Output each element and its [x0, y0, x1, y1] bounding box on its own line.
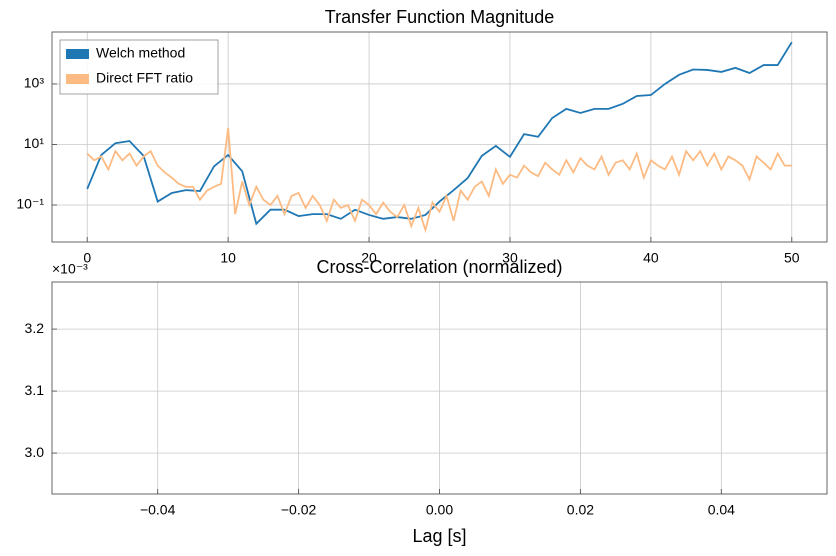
legend-label: Direct FFT ratio [96, 70, 193, 86]
x-tick-label: 0 [83, 250, 91, 266]
legend-swatch [66, 49, 89, 59]
series-line [86, 127, 792, 234]
x-tick-label: 40 [643, 250, 659, 266]
legend: Welch method Direct FFT ratio [59, 39, 219, 95]
x-tick-label: −0.04 [140, 502, 176, 518]
y-tick-label: 10¹ [24, 135, 45, 151]
x-tick-label: 30 [502, 250, 518, 266]
x-tick-label: 50 [784, 250, 800, 266]
x-tick-label: 20 [361, 250, 377, 266]
series-line [86, 41, 793, 226]
chart-title: Transfer Function Magnitude [325, 7, 554, 27]
y-tick-label: 3.1 [25, 382, 45, 398]
axes-frame [51, 281, 828, 495]
x-axis-label: Lag [s] [412, 526, 466, 546]
y-tick-label: 10⁻¹ [16, 196, 44, 212]
x-tick-label: −0.02 [281, 502, 317, 518]
x-tick-label: 10 [220, 250, 236, 266]
x-tick-label: 0.04 [708, 502, 735, 518]
y-tick-label: 3.0 [25, 444, 45, 460]
legend-label: Welch method [96, 45, 185, 61]
x-tick-label: 0.02 [567, 502, 594, 518]
y-tick-label: 3.2 [25, 320, 45, 336]
y-tick-label: 10³ [24, 75, 45, 91]
legend-swatch [66, 74, 89, 84]
y-offset-label: ×10⁻³ [52, 261, 88, 277]
chart-title: Cross-Correlation (normalized) [316, 257, 562, 277]
x-tick-label: 0.00 [426, 502, 453, 518]
axes-frame [51, 31, 828, 243]
